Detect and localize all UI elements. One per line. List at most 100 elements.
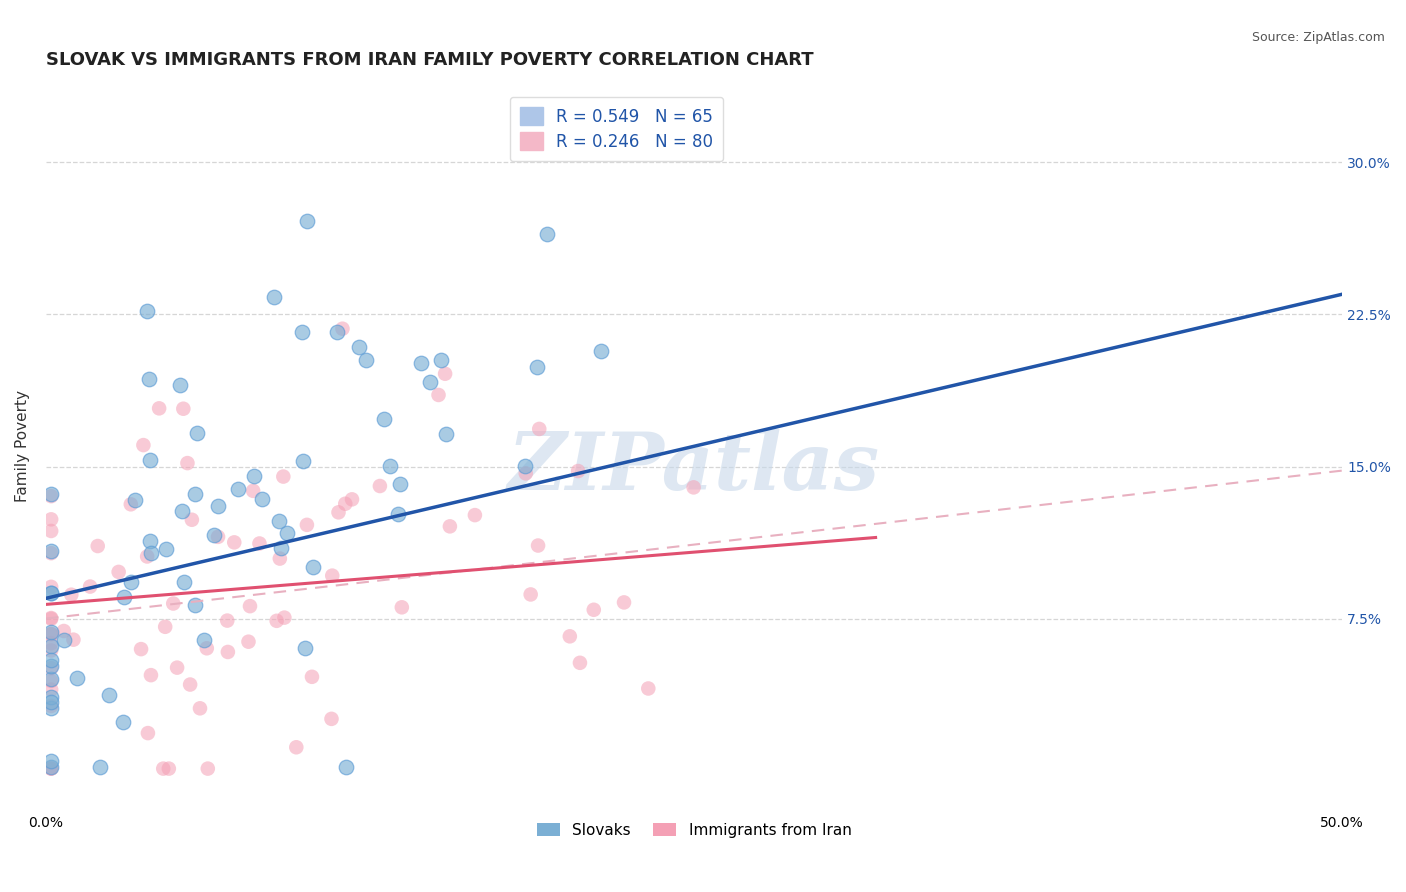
Point: [464, 508, 486, 522]
Point: [39, 690, 62, 704]
Point: [39, 674, 62, 689]
Point: [349, 340, 371, 354]
Point: [39, 544, 62, 558]
Point: [582, 603, 605, 617]
Point: [129, 642, 152, 657]
Point: [328, 505, 350, 519]
Point: [239, 599, 262, 614]
Point: [558, 629, 581, 643]
Point: [568, 656, 591, 670]
Point: [294, 640, 316, 655]
Point: [226, 483, 249, 497]
Text: SLOVAK VS IMMIGRANTS FROM IRAN FAMILY POVERTY CORRELATION CHART: SLOVAK VS IMMIGRANTS FROM IRAN FAMILY PO…: [46, 51, 814, 69]
Point: [39, 636, 62, 650]
Point: [39, 659, 62, 673]
Point: [179, 677, 201, 691]
Point: [682, 480, 704, 494]
Legend: Slovaks, Immigrants from Iran: Slovaks, Immigrants from Iran: [530, 816, 858, 844]
Point: [139, 546, 162, 560]
Point: [419, 375, 441, 389]
Point: [326, 325, 349, 339]
Y-axis label: Family Poverty: Family Poverty: [15, 391, 30, 502]
Point: [238, 634, 260, 648]
Point: [391, 600, 413, 615]
Point: [79, 580, 101, 594]
Point: [139, 453, 162, 467]
Point: [39, 695, 62, 709]
Point: [166, 660, 188, 674]
Point: [136, 549, 159, 564]
Point: [52, 632, 75, 647]
Point: [332, 322, 354, 336]
Point: [434, 427, 457, 442]
Point: [302, 560, 325, 574]
Point: [112, 590, 135, 604]
Point: [124, 493, 146, 508]
Point: [39, 489, 62, 503]
Point: [368, 479, 391, 493]
Point: [637, 681, 659, 696]
Point: [266, 614, 288, 628]
Point: [295, 517, 318, 532]
Point: [224, 535, 246, 549]
Point: [207, 500, 229, 514]
Point: [242, 483, 264, 498]
Point: [527, 539, 550, 553]
Point: [202, 528, 225, 542]
Point: [89, 759, 111, 773]
Point: [170, 503, 193, 517]
Point: [269, 551, 291, 566]
Point: [87, 539, 110, 553]
Point: [184, 598, 207, 612]
Point: [155, 541, 177, 556]
Point: [39, 524, 62, 538]
Text: Source: ZipAtlas.com: Source: ZipAtlas.com: [1251, 31, 1385, 45]
Point: [335, 759, 357, 773]
Point: [273, 469, 295, 483]
Point: [378, 458, 401, 473]
Point: [39, 672, 62, 686]
Point: [519, 587, 541, 601]
Point: [276, 525, 298, 540]
Point: [292, 453, 315, 467]
Point: [515, 467, 537, 481]
Point: [297, 214, 319, 228]
Point: [173, 574, 195, 589]
Point: [39, 586, 62, 600]
Point: [290, 325, 312, 339]
Point: [39, 643, 62, 657]
Point: [387, 507, 409, 521]
Point: [39, 762, 62, 776]
Point: [197, 762, 219, 776]
Point: [186, 425, 208, 440]
Point: [356, 352, 378, 367]
Point: [136, 303, 159, 318]
Point: [567, 464, 589, 478]
Point: [39, 639, 62, 653]
Point: [62, 632, 84, 647]
Point: [120, 497, 142, 511]
Point: [139, 668, 162, 682]
Point: [60, 588, 83, 602]
Point: [139, 534, 162, 549]
Point: [138, 372, 160, 386]
Point: [184, 487, 207, 501]
Point: [39, 652, 62, 666]
Point: [176, 456, 198, 470]
Point: [132, 438, 155, 452]
Point: [162, 597, 184, 611]
Point: [39, 625, 62, 640]
Point: [340, 492, 363, 507]
Point: [270, 541, 292, 556]
Point: [39, 698, 62, 713]
Point: [373, 412, 395, 426]
Point: [66, 671, 89, 685]
Point: [97, 688, 120, 702]
Point: [39, 762, 62, 776]
Point: [263, 290, 285, 304]
Point: [526, 360, 548, 375]
Point: [107, 565, 129, 579]
Point: [285, 740, 308, 755]
Point: [249, 536, 271, 550]
Point: [120, 575, 142, 590]
